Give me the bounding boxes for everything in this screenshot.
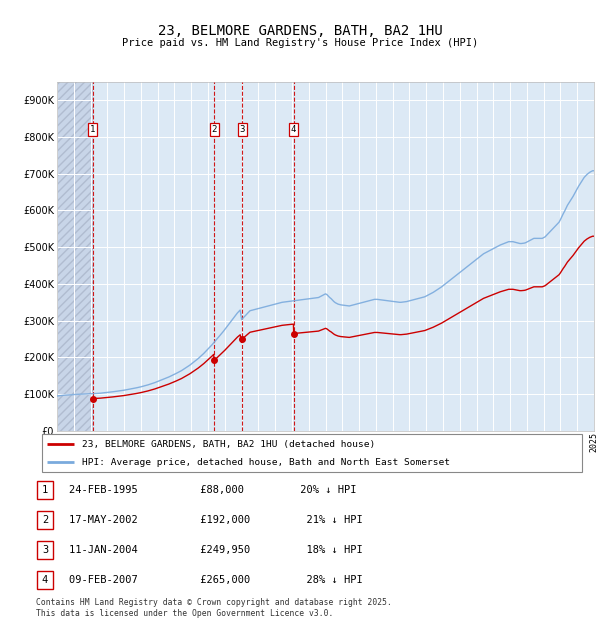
Text: 24-FEB-1995          £88,000         20% ↓ HPI: 24-FEB-1995 £88,000 20% ↓ HPI <box>69 485 356 495</box>
Text: 2: 2 <box>42 515 48 525</box>
Text: 17-MAY-2002          £192,000         21% ↓ HPI: 17-MAY-2002 £192,000 21% ↓ HPI <box>69 515 363 525</box>
Text: 3: 3 <box>42 545 48 555</box>
FancyBboxPatch shape <box>37 541 53 559</box>
Bar <box>57 82 92 431</box>
Text: 09-FEB-2007          £265,000         28% ↓ HPI: 09-FEB-2007 £265,000 28% ↓ HPI <box>69 575 363 585</box>
Text: 4: 4 <box>291 125 296 134</box>
Text: 2: 2 <box>212 125 217 134</box>
Text: 1: 1 <box>42 485 48 495</box>
Text: 1: 1 <box>90 125 95 134</box>
FancyBboxPatch shape <box>42 434 582 472</box>
Text: 3: 3 <box>239 125 245 134</box>
FancyBboxPatch shape <box>37 512 53 529</box>
FancyBboxPatch shape <box>37 571 53 588</box>
Text: Price paid vs. HM Land Registry's House Price Index (HPI): Price paid vs. HM Land Registry's House … <box>122 38 478 48</box>
Text: HPI: Average price, detached house, Bath and North East Somerset: HPI: Average price, detached house, Bath… <box>83 458 451 467</box>
Text: 23, BELMORE GARDENS, BATH, BA2 1HU: 23, BELMORE GARDENS, BATH, BA2 1HU <box>158 24 442 38</box>
Text: Contains HM Land Registry data © Crown copyright and database right 2025.
This d: Contains HM Land Registry data © Crown c… <box>36 598 392 618</box>
Text: 4: 4 <box>42 575 48 585</box>
FancyBboxPatch shape <box>37 482 53 499</box>
Text: 23, BELMORE GARDENS, BATH, BA2 1HU (detached house): 23, BELMORE GARDENS, BATH, BA2 1HU (deta… <box>83 440 376 449</box>
Text: 11-JAN-2004          £249,950         18% ↓ HPI: 11-JAN-2004 £249,950 18% ↓ HPI <box>69 545 363 555</box>
